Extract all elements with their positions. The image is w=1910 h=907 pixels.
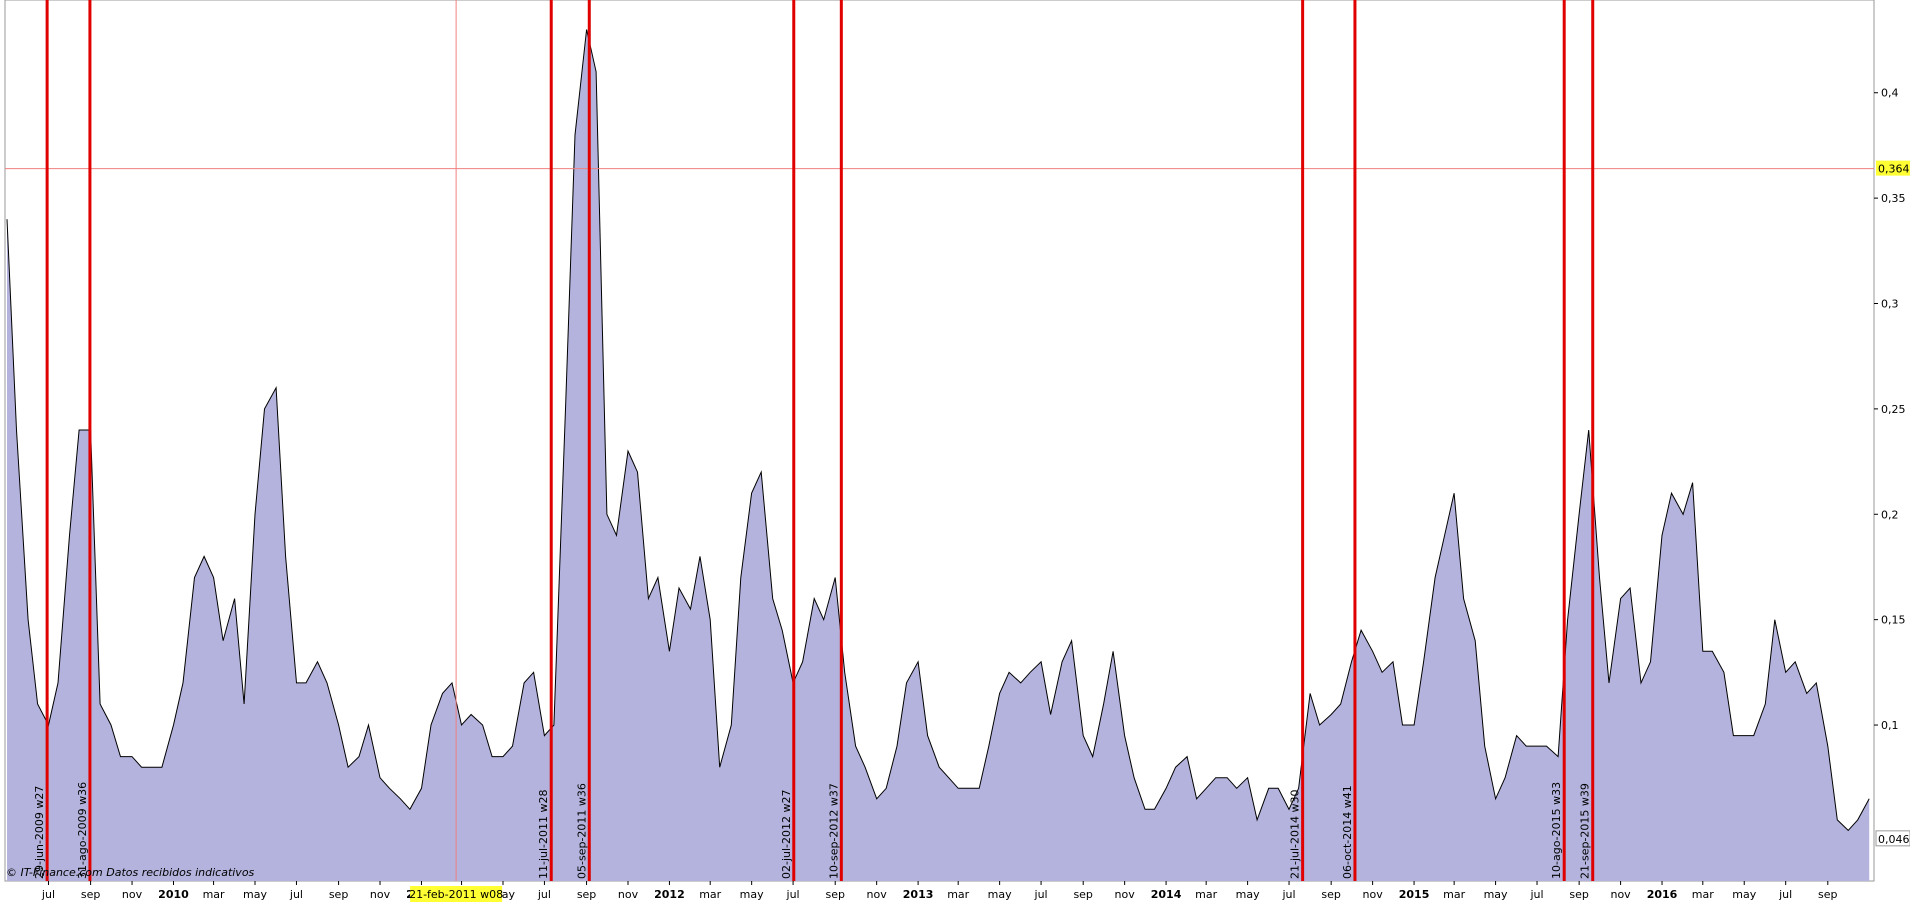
x-tick-label: sep <box>1073 888 1092 901</box>
x-tick-label: jul <box>786 888 800 901</box>
x-tick-label: nov <box>867 888 888 901</box>
x-tick-label: nov <box>122 888 143 901</box>
event-label: 21-sep-2015 w39 <box>1579 783 1592 879</box>
y-tick-label: 0,35 <box>1881 192 1906 205</box>
x-tick-label: 2012 <box>654 888 685 901</box>
x-tick-label: nov <box>1115 888 1136 901</box>
x-tick-label: sep <box>1569 888 1588 901</box>
x-tick-label: mar <box>947 888 969 901</box>
x-tick-label: nov <box>1610 888 1631 901</box>
x-tick-label: may <box>1236 888 1260 901</box>
x-tick-label: sep <box>577 888 596 901</box>
line <box>6 29 1870 832</box>
event-label: 31-ago-2009 w36 <box>76 782 89 879</box>
y-tick-label: 0,1 <box>1881 719 1899 732</box>
last-value-box <box>1875 830 1910 847</box>
x-tick-label: may <box>1732 888 1756 901</box>
event-label: 06-oct-2014 w41 <box>1341 785 1354 879</box>
x-tick-label: jul <box>537 888 551 901</box>
x-tick-label: jul <box>1281 888 1295 901</box>
x-tick-label: nov <box>618 888 639 901</box>
x-tick-label: nov <box>370 888 391 901</box>
x-tick-label: sep <box>81 888 100 901</box>
x-tick-label: jul <box>1778 888 1792 901</box>
x-tick-label: mar <box>1195 888 1217 901</box>
x-tick-label: 2014 <box>1151 888 1182 901</box>
y-tick-label: 0,3 <box>1881 298 1899 311</box>
x-tick-label: may <box>740 888 764 901</box>
event-label: 05-sep-2011 w36 <box>575 783 588 879</box>
event-label: 11-jul-2011 w28 <box>537 789 550 879</box>
event-label: 10-ago-2015 w33 <box>1550 782 1563 879</box>
event-label: 21-jul-2014 w30 <box>1289 789 1302 879</box>
event-label: 10-sep-2012 w37 <box>827 783 840 879</box>
x-tick-label: sep <box>329 888 348 901</box>
x-tick-label: 2010 <box>158 888 189 901</box>
last-value-label: 0,046 <box>1878 833 1910 846</box>
x-tick-label: sep <box>825 888 844 901</box>
event-label: 02-jul-2012 w27 <box>780 789 793 879</box>
x-tick-label: jul <box>1529 888 1543 901</box>
y-tick-label: 0,15 <box>1881 614 1906 627</box>
x-tick-label: jul <box>289 888 303 901</box>
x-tick-label: mar <box>203 888 225 901</box>
x-tick-label: sep <box>1818 888 1837 901</box>
x-tick-label: jul <box>1034 888 1048 901</box>
x-tick-label: mar <box>1443 888 1465 901</box>
x-tick-label: mar <box>699 888 721 901</box>
x-tick-label: 2013 <box>903 888 934 901</box>
footer: © IT-Finance.com Datos recibidos indicat… <box>6 866 255 879</box>
event-label: 29-jun-2009 w27 <box>33 786 46 879</box>
x-tick-label: may <box>988 888 1012 901</box>
y-tick-label: 0,2 <box>1881 508 1899 521</box>
x-tick-label: nov <box>1363 888 1384 901</box>
x-tick-label: 2016 <box>1647 888 1678 901</box>
crosshair-y-box <box>1876 160 1910 176</box>
crosshair-x-label: 21-feb-2011 w08 <box>409 888 503 901</box>
x-tick-label: sep <box>1321 888 1340 901</box>
area <box>7 29 1870 881</box>
x-tick-label: may <box>243 888 267 901</box>
crosshair-x-box <box>410 886 503 902</box>
y-tick-label: 0,4 <box>1881 87 1899 100</box>
y-tick-label: 0,25 <box>1881 403 1906 416</box>
x-tick-label: mar <box>1692 888 1714 901</box>
x-tick-label: may <box>1484 888 1508 901</box>
x-tick-label: 2015 <box>1399 888 1430 901</box>
crosshair-y-label: 0,364 <box>1878 163 1910 176</box>
x-tick-label: jul <box>41 888 55 901</box>
